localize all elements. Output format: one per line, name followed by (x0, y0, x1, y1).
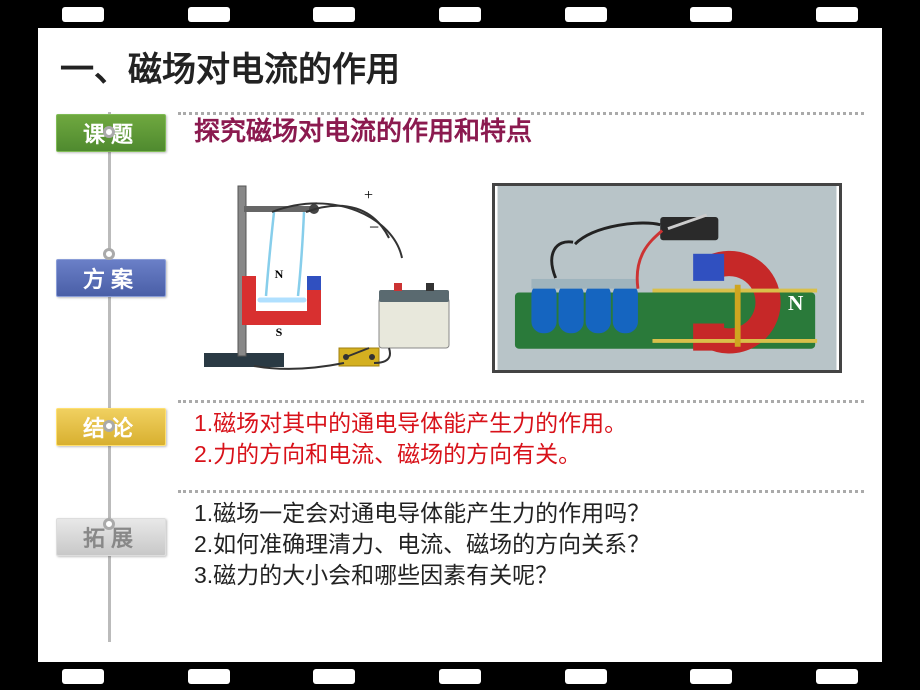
slide-canvas: 一、磁场对电流的作用 课题 探究磁场对电流的作用和特点 方案 (38, 28, 882, 662)
timeline-node (103, 248, 115, 260)
film-strip-top (0, 0, 920, 28)
sprocket (313, 669, 355, 684)
sprocket (565, 7, 607, 22)
sprocket (439, 669, 481, 684)
sprocket (313, 7, 355, 22)
sprocket (690, 7, 732, 22)
extension-line-3: 3.磁力的大小会和哪些因素有关呢？ (194, 560, 864, 591)
method-diagrams: N S + − (166, 178, 864, 378)
section-conclusion: 结论 1.磁场对其中的通电导体能产生力的作用。 2.力的方向和电流、磁场的方向有… (56, 408, 864, 470)
extension-line-2: 2.如何准确理清力、电流、磁场的方向关系？ (194, 529, 864, 560)
film-strip-bottom (0, 662, 920, 690)
timeline-node (103, 126, 115, 138)
terminal-positive: + (364, 187, 373, 204)
sprocket (62, 669, 104, 684)
section-method: 方案 N S (56, 178, 864, 378)
timeline-node (103, 518, 115, 530)
divider-dotted (178, 400, 864, 403)
terminal-negative: − (369, 217, 379, 237)
sprocket (816, 669, 858, 684)
sprocket (188, 7, 230, 22)
magnet-n-label: N (275, 267, 284, 281)
extension-content: 1.磁场一定会对通电导体能产生力的作用吗？ 2.如何准确理清力、电流、磁场的方向… (166, 498, 864, 591)
schematic-diagram: N S + − (194, 178, 474, 378)
sprocket (188, 669, 230, 684)
page-title: 一、磁场对电流的作用 (38, 28, 882, 99)
sprocket (439, 7, 481, 22)
section-extension: 拓展 1.磁场一定会对通电导体能产生力的作用吗？ 2.如何准确理清力、电流、磁场… (56, 498, 864, 591)
topic-title: 探究磁场对电流的作用和特点 (166, 114, 864, 149)
conclusion-line-1: 1.磁场对其中的通电导体能产生力的作用。 (194, 408, 864, 439)
sprocket (62, 7, 104, 22)
conclusion-content: 1.磁场对其中的通电导体能产生力的作用。 2.力的方向和电流、磁场的方向有关。 (166, 408, 864, 470)
divider-dotted (178, 490, 864, 493)
sprocket (816, 7, 858, 22)
timeline-node (103, 420, 115, 432)
experiment-photo: N (492, 183, 842, 373)
sprocket (565, 669, 607, 684)
badge-method: 方案 (56, 259, 166, 297)
conclusion-line-2: 2.力的方向和电流、磁场的方向有关。 (194, 439, 864, 470)
magnet-photo-n: N (788, 291, 804, 315)
sprocket (690, 669, 732, 684)
section-topic: 课题 探究磁场对电流的作用和特点 (56, 114, 864, 152)
extension-line-1: 1.磁场一定会对通电导体能产生力的作用吗？ (194, 498, 864, 529)
magnet-s-label: S (276, 325, 283, 339)
